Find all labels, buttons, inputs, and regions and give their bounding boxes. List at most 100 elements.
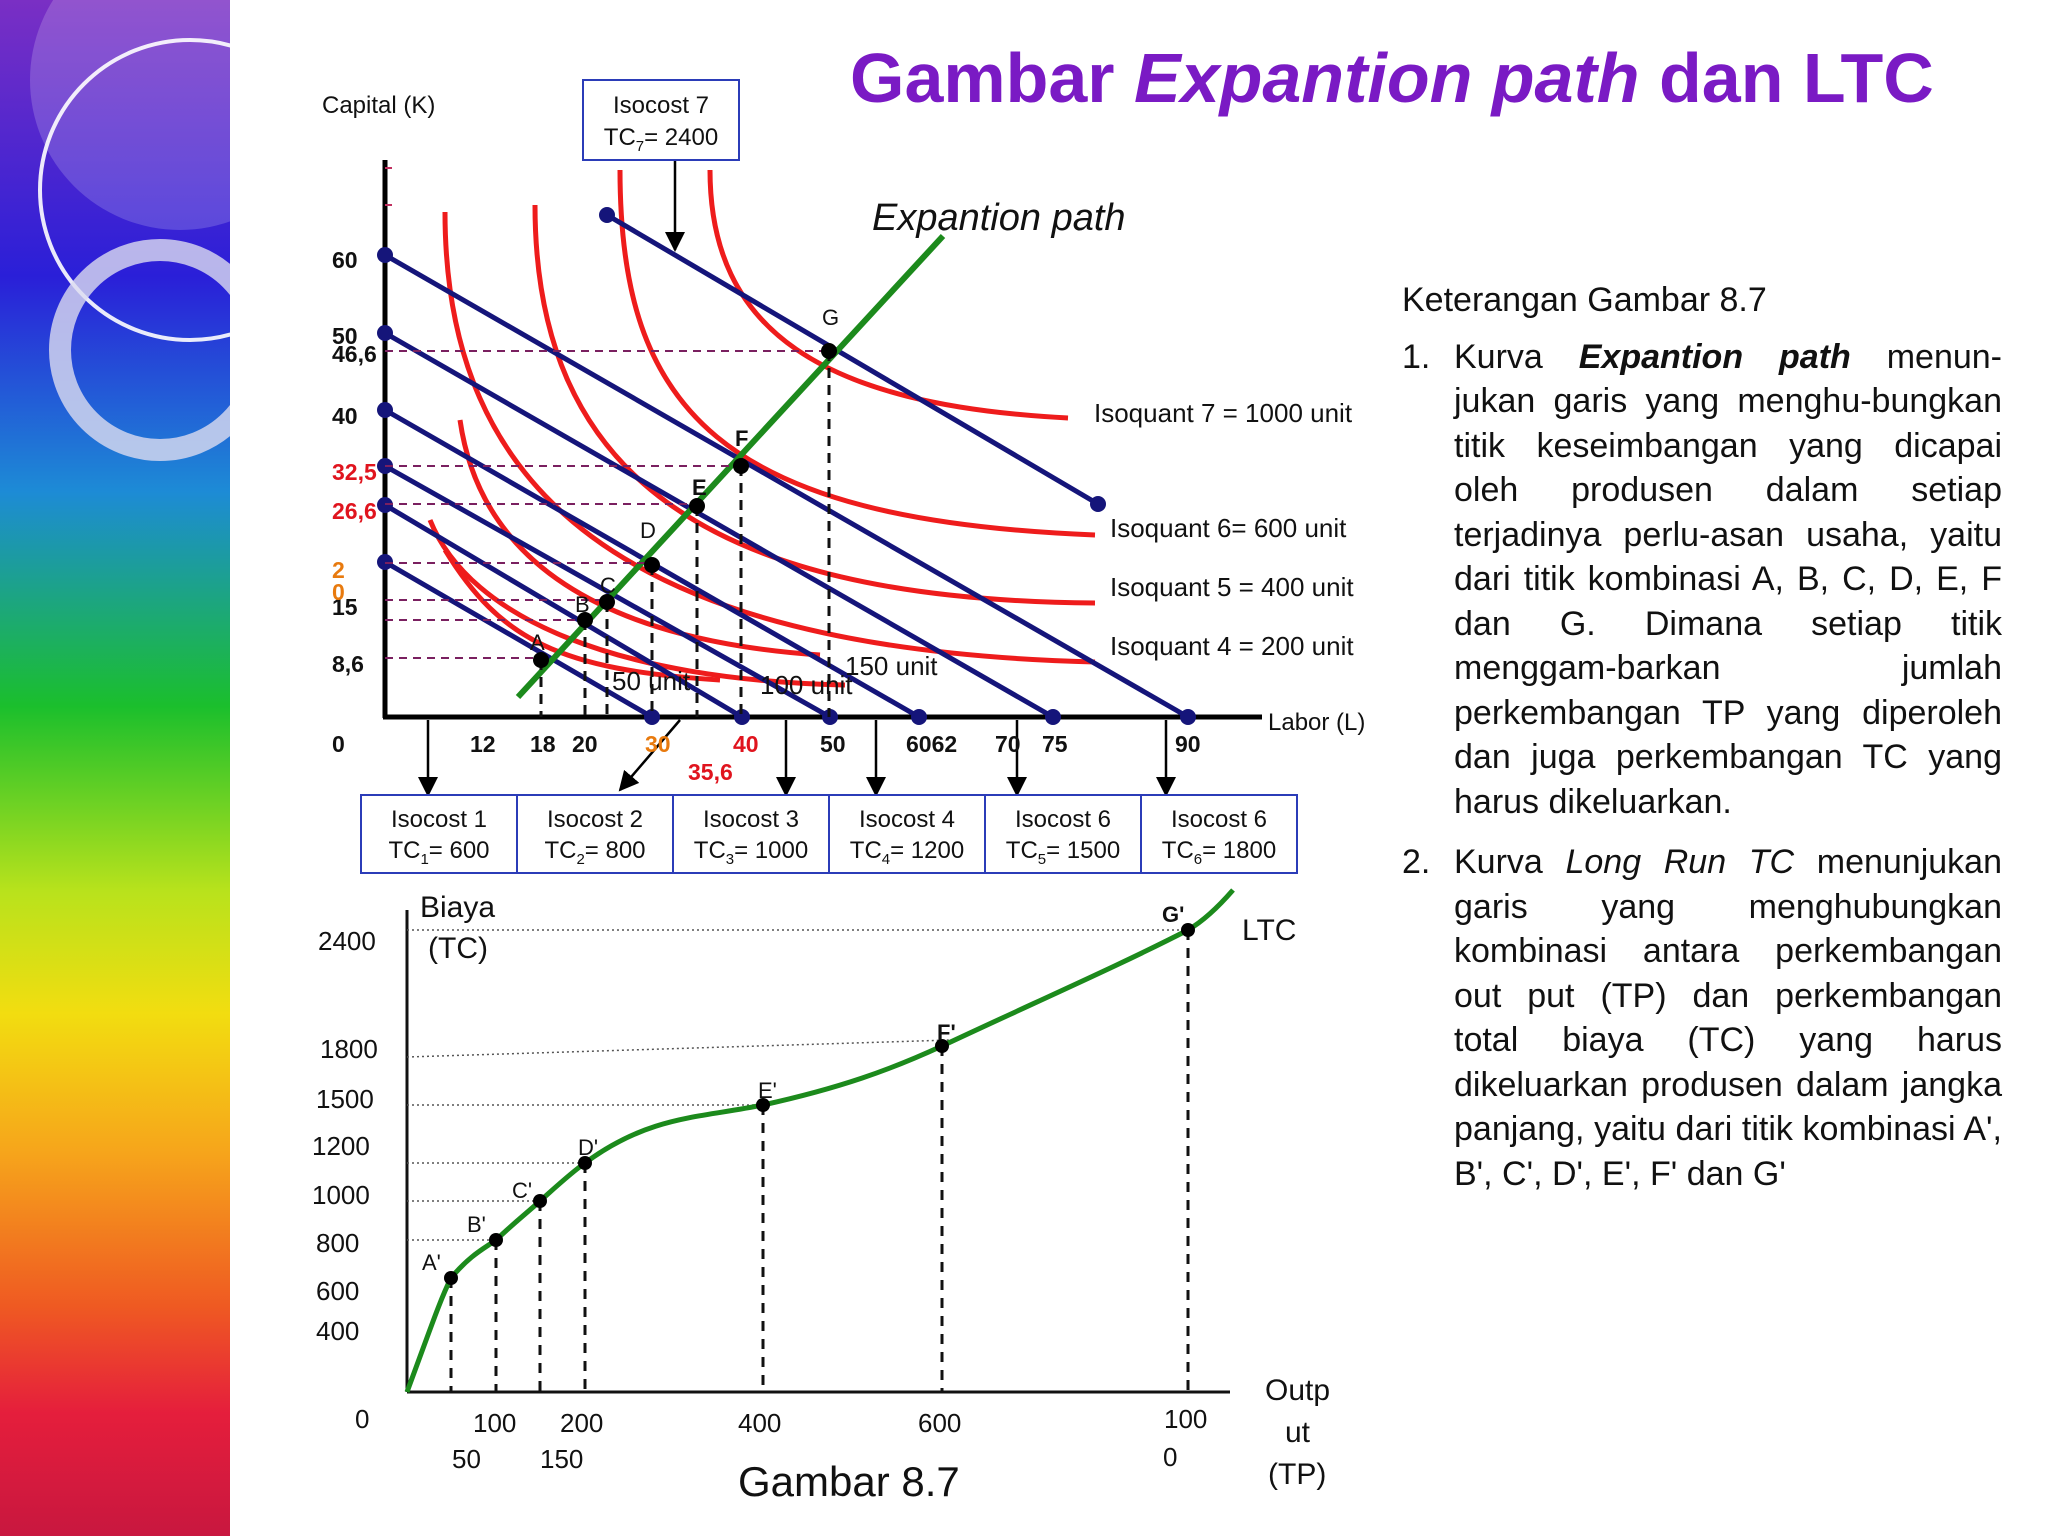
isocost-lines <box>383 212 1190 720</box>
isocost-2-title: Isocost 2 <box>547 806 643 833</box>
x-tick-6062: 6062 <box>906 731 957 757</box>
isoquant-4 <box>442 211 1096 665</box>
tp-tick-150: 150 <box>540 1444 583 1474</box>
isoquant-6-label: Isoquant 6= 600 unit <box>1110 513 1347 543</box>
isocost-1-tc: TC1= 600 <box>388 837 489 868</box>
label-e: E <box>692 475 707 500</box>
y-tick-40: 40 <box>332 403 358 429</box>
isoquant-7 <box>707 169 1069 421</box>
tp-tick-50: 50 <box>452 1444 481 1474</box>
page-title: Gambar Expantion path dan LTC <box>850 39 1934 117</box>
isoquant-100-label: 100 unit <box>760 670 853 700</box>
notes-list: 1. Kurva Expantion path menun-jukan garis… <box>1402 335 2002 1197</box>
x-tick-70: 70 <box>995 731 1021 757</box>
capital-tick-labels-orange: 2 0 <box>332 557 345 605</box>
isoquant-150 <box>457 419 821 658</box>
label-g-prime: G' <box>1162 902 1184 927</box>
label-g: G <box>822 305 839 330</box>
tc-axis-label-2: (TC) <box>428 932 488 965</box>
tc-tick-0: 0 <box>355 1404 369 1434</box>
isocost-2-line <box>383 502 744 720</box>
label-b-prime: B' <box>467 1212 486 1237</box>
x-tick-18: 18 <box>530 731 556 757</box>
y-tick-8-6: 8,6 <box>332 651 364 677</box>
point-b-prime <box>489 1233 503 1247</box>
labor-axis-label: Labor (L) <box>1268 709 1365 736</box>
isoquant-4-label: Isoquant 4 = 200 unit <box>1110 631 1354 661</box>
y-tick-15: 15 <box>332 594 358 620</box>
isoquant-7-label: Isoquant 7 = 1000 unit <box>1094 398 1353 428</box>
isocost-box-row: Isocost 1 TC1= 600 Isocost 2 TC2= 800 Is… <box>360 794 1298 874</box>
capital-tick-labels-red: 32,5 26,6 <box>332 459 377 524</box>
label-c: C <box>600 573 616 598</box>
point-c-prime <box>533 1194 547 1208</box>
isocost-4-title: Isocost 4 <box>859 806 955 833</box>
ltc-horizontal-guides <box>406 929 1188 1241</box>
y-tick-2: 2 <box>332 557 345 583</box>
top-chart: Expantion path <box>322 79 1365 874</box>
label-a: A <box>530 630 545 655</box>
point-e-prime <box>756 1098 770 1112</box>
notes-heading: Keterangan Gambar 8.7 <box>1402 281 1767 319</box>
output-label-2: ut <box>1285 1416 1311 1449</box>
ltc-points <box>444 923 1195 1285</box>
x-tick-35-6: 35,6 <box>688 759 733 785</box>
y-tick-0: 0 <box>332 731 345 757</box>
tc-tick-400: 400 <box>316 1316 359 1346</box>
point-e <box>689 498 705 514</box>
isocost-3-tc: TC3= 1000 <box>694 837 808 868</box>
y-tick-60: 60 <box>332 247 358 273</box>
decor-ring <box>38 38 230 342</box>
y-tick-26-6: 26,6 <box>332 498 377 524</box>
isocost-5-tc: TC5= 1500 <box>1006 837 1120 868</box>
isoquant-6 <box>617 169 1096 538</box>
figure-caption: Gambar 8.7 <box>738 1458 960 1505</box>
isoquant-5-label: Isoquant 5 = 400 unit <box>1110 572 1354 602</box>
decor-disc <box>30 0 230 230</box>
isocost-7-title: Isocost 7 <box>613 92 709 119</box>
note-item-2: 2. Kurva Long Run TC menunjukan garis yan… <box>1402 843 2002 1193</box>
ltc-label: LTC <box>1242 914 1296 947</box>
tp-tick-100-a: 100 <box>1164 1404 1207 1434</box>
isoquant-50 <box>442 548 721 683</box>
label-c-prime: C' <box>512 1178 532 1203</box>
point-g-prime <box>1181 923 1195 937</box>
top-dashed-guides <box>385 350 829 659</box>
capital-tick-labels: 60 50 46,6 40 15 8,6 0 <box>332 247 377 757</box>
isoquant-labels: Isoquant 7 = 1000 unit Isoquant 6= 600 u… <box>612 398 1354 700</box>
isoquant-100 <box>427 519 846 688</box>
point-a-prime <box>444 1271 458 1285</box>
output-label-1: Outp <box>1265 1374 1330 1407</box>
isocost-2-tc: TC2= 800 <box>544 837 645 868</box>
x-tick-50: 50 <box>820 731 846 757</box>
tc-tick-2400: 2400 <box>318 926 376 956</box>
isocost-7-tc: TC7= 2400 <box>604 124 718 155</box>
point-b <box>577 612 593 628</box>
point-f <box>733 458 749 474</box>
label-d: D <box>640 518 656 543</box>
decor-rings <box>30 0 230 461</box>
x-tick-90: 90 <box>1175 731 1201 757</box>
label-e-prime: E' <box>758 1078 777 1103</box>
ltc-vertical-guides <box>449 930 1190 1392</box>
tp-tick-0-b: 0 <box>1163 1442 1177 1472</box>
tc-axis-label-1: Biaya <box>420 891 495 924</box>
tc-tick-1000: 1000 <box>312 1180 370 1210</box>
decor-ring-thick <box>49 239 230 461</box>
tc-tick-1200: 1200 <box>312 1131 370 1161</box>
isocost-7-box: Isocost 7 TC7= 2400 <box>582 79 740 161</box>
tc-tick-1500: 1500 <box>316 1084 374 1114</box>
isoquant-150-label: 150 unit <box>845 651 938 681</box>
tp-tick-400: 400 <box>738 1408 781 1438</box>
top-vertical-guides <box>539 351 831 717</box>
y-tick-46-6: 46,6 <box>332 341 377 367</box>
isocost-6-title: Isocost 6 <box>1171 806 1267 833</box>
equilibrium-points <box>533 343 837 668</box>
x-tick-30: 30 <box>645 731 671 757</box>
isoquant-5 <box>532 204 1096 606</box>
ltc-curve <box>404 888 1235 1393</box>
tp-tick-600: 600 <box>918 1408 961 1438</box>
point-c <box>599 594 615 610</box>
output-tick-labels: 100 200 400 600 100 50 150 0 <box>452 1404 1207 1474</box>
